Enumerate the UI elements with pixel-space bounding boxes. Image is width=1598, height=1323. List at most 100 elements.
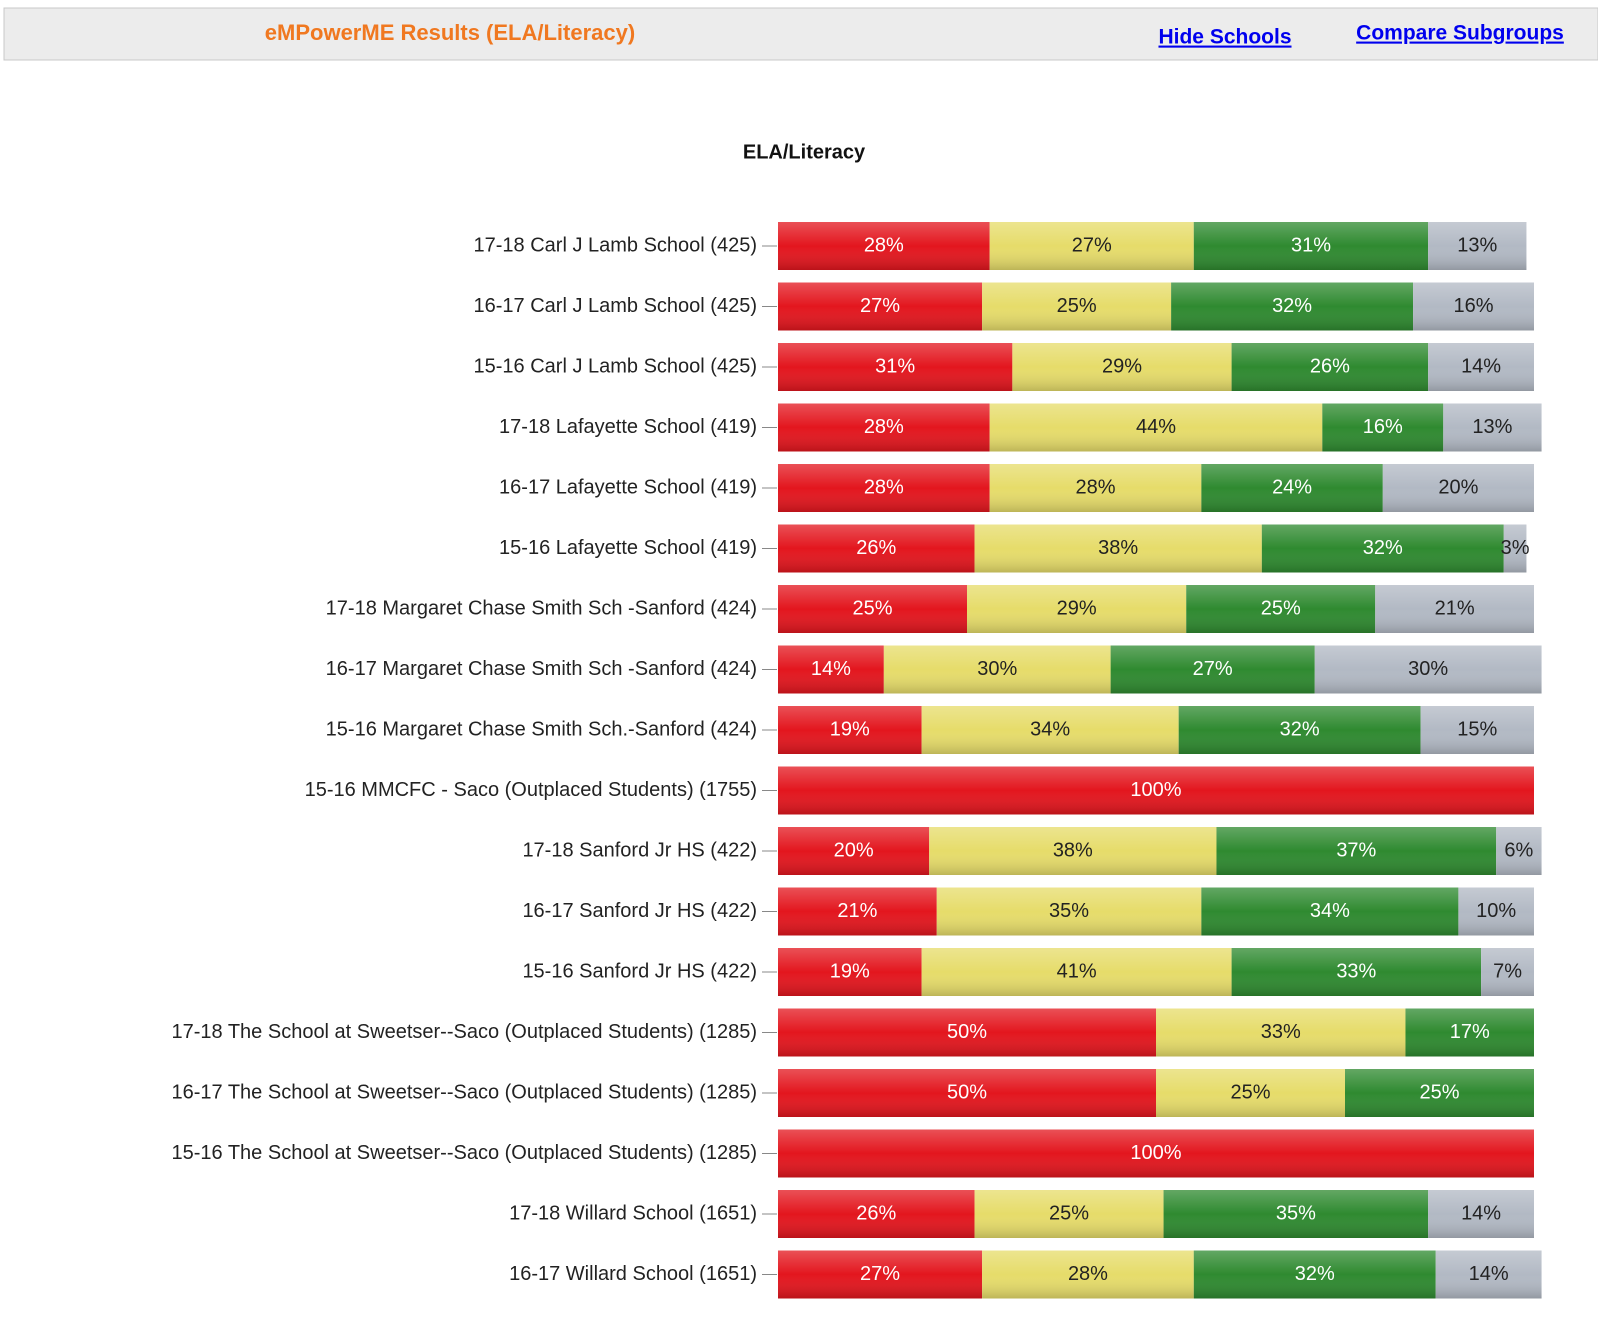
category-label: 16-17 Margaret Chase Smith Sch -Sanford …	[326, 658, 757, 680]
bar-gloss	[989, 403, 1323, 452]
bar-gloss	[936, 887, 1202, 936]
value-label: 38%	[1098, 537, 1138, 559]
bar-gloss	[1201, 887, 1459, 936]
bar-gloss	[778, 827, 930, 875]
value-label: 31%	[1291, 234, 1331, 256]
value-label: 27%	[1072, 234, 1112, 256]
value-label: 28%	[864, 234, 904, 256]
value-label: 27%	[860, 295, 900, 317]
bar-gloss	[1428, 1190, 1534, 1238]
category-label: 17-18 The School at Sweetser--Saco (Outp…	[171, 1021, 757, 1043]
value-label: 34%	[1030, 718, 1070, 740]
bar-gloss	[1458, 887, 1534, 936]
value-label: 14%	[1469, 1263, 1509, 1285]
bar-gloss	[778, 282, 983, 331]
value-label: 26%	[856, 1202, 896, 1224]
value-label: 28%	[1068, 1263, 1108, 1285]
value-label: 30%	[977, 658, 1017, 680]
value-label: 41%	[1057, 960, 1097, 982]
bar-gloss	[778, 1129, 1534, 1178]
bar-gloss	[778, 706, 922, 754]
value-label: 37%	[1336, 839, 1376, 861]
bar-gloss	[1231, 343, 1429, 391]
value-label: 19%	[830, 960, 870, 982]
bar-gloss	[1314, 645, 1542, 694]
bar-gloss	[1443, 403, 1542, 452]
bar-gloss	[989, 464, 1202, 512]
category-label: 15-16 MMCFC - Saco (Outplaced Students) …	[305, 779, 757, 801]
bar-gloss	[974, 1190, 1164, 1238]
bar-gloss	[1481, 948, 1534, 996]
value-label: 29%	[1102, 355, 1142, 377]
bar-gloss	[778, 1190, 975, 1238]
value-label: 29%	[1057, 597, 1097, 619]
value-label: 20%	[834, 839, 874, 861]
bar-gloss	[967, 585, 1187, 633]
value-label: 50%	[947, 1021, 987, 1043]
compare-subgroups-link[interactable]: Compare Subgroups	[1356, 22, 1564, 45]
value-label: 28%	[1076, 476, 1116, 498]
bar-gloss	[1193, 1250, 1436, 1299]
value-label: 19%	[830, 718, 870, 740]
value-label: 7%	[1493, 960, 1522, 982]
bar-gloss	[778, 464, 990, 512]
value-label: 16%	[1363, 416, 1403, 438]
category-label: 17-18 Willard School (1651)	[509, 1202, 757, 1224]
value-label: 28%	[864, 416, 904, 438]
value-label: 35%	[1049, 900, 1089, 922]
value-label: 28%	[864, 476, 904, 498]
value-label: 10%	[1476, 900, 1516, 922]
page-title: eMPowerME Results (ELA/Literacy)	[265, 20, 635, 45]
bar-gloss	[929, 827, 1217, 875]
category-label: 17-18 Lafayette School (419)	[499, 416, 757, 438]
value-label: 14%	[1461, 355, 1501, 377]
value-label: 13%	[1457, 234, 1497, 256]
bar-gloss	[1163, 1190, 1429, 1238]
value-label: 25%	[852, 597, 892, 619]
value-label: 33%	[1261, 1021, 1301, 1043]
value-label: 25%	[1261, 597, 1301, 619]
bar-gloss	[778, 403, 990, 452]
category-label: 16-17 The School at Sweetser--Saco (Outp…	[171, 1081, 757, 1103]
value-label: 14%	[1461, 1202, 1501, 1224]
value-label: 16%	[1454, 295, 1494, 317]
bar-gloss	[1110, 645, 1315, 694]
value-label: 25%	[1419, 1081, 1459, 1103]
value-label: 27%	[860, 1263, 900, 1285]
value-label: 44%	[1136, 416, 1176, 438]
bar-gloss	[1428, 343, 1534, 391]
bar-gloss	[1435, 1250, 1542, 1299]
bar-gloss	[1345, 1069, 1534, 1117]
bar-gloss	[1420, 706, 1534, 754]
hide-schools-link[interactable]: Hide Schools	[1158, 26, 1291, 49]
bar-gloss	[1375, 585, 1534, 633]
chart-title: ELA/Literacy	[743, 141, 866, 163]
value-label: 35%	[1276, 1202, 1316, 1224]
value-label: 32%	[1295, 1263, 1335, 1285]
value-label: 21%	[837, 900, 877, 922]
bar-gloss	[1405, 1008, 1534, 1057]
value-label: 15%	[1457, 718, 1497, 740]
value-label: 25%	[1230, 1081, 1270, 1103]
bar-gloss	[921, 948, 1232, 996]
value-label: 6%	[1504, 839, 1533, 861]
value-label: 33%	[1336, 960, 1376, 982]
bar-gloss	[1496, 827, 1542, 875]
bar-gloss	[1186, 585, 1376, 633]
value-label: 3%	[1501, 537, 1530, 559]
bar-gloss	[1413, 282, 1534, 331]
category-label: 15-16 The School at Sweetser--Saco (Outp…	[171, 1142, 757, 1164]
bar-gloss	[778, 645, 884, 694]
bar-gloss	[1012, 343, 1232, 391]
category-label: 15-16 Carl J Lamb School (425)	[474, 355, 757, 377]
value-label: 100%	[1130, 1142, 1181, 1164]
category-label: 16-17 Carl J Lamb School (425)	[474, 295, 757, 317]
bar-gloss	[982, 1250, 1194, 1299]
bar-gloss	[778, 222, 990, 270]
category-label: 17-18 Margaret Chase Smith Sch -Sanford …	[326, 597, 757, 619]
value-label: 32%	[1363, 537, 1403, 559]
value-label: 21%	[1435, 597, 1475, 619]
bar-gloss	[1503, 524, 1527, 573]
